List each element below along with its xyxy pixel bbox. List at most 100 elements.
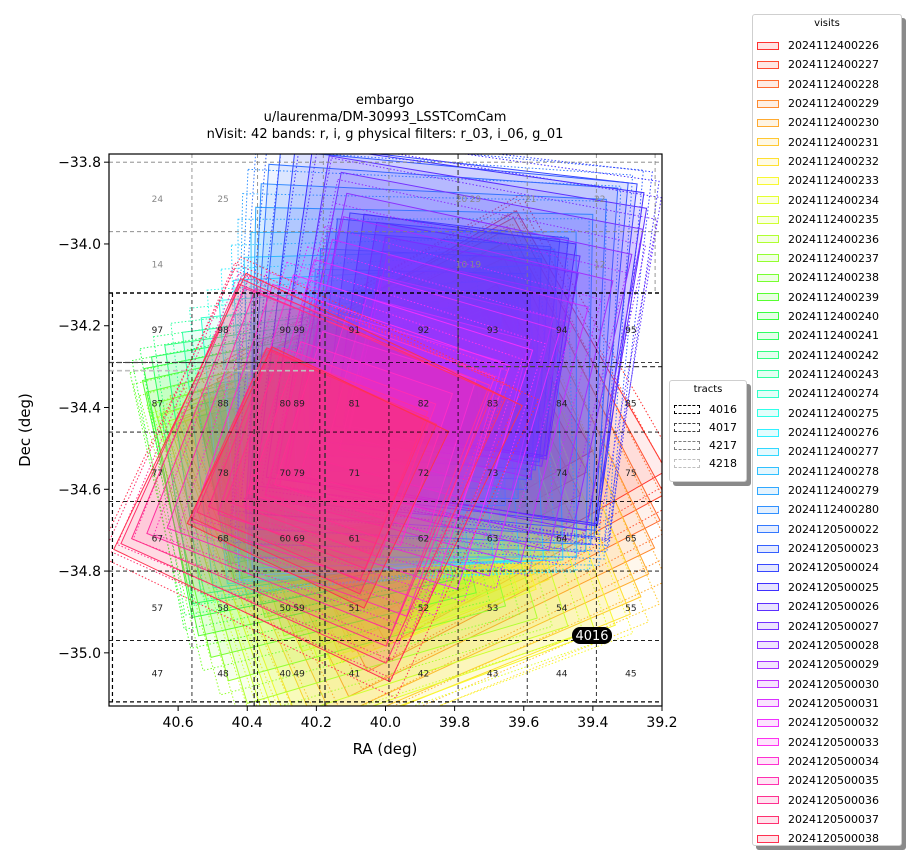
- patch-label: 83: [487, 399, 498, 409]
- patch-label: 24: [152, 195, 164, 205]
- visits-legend-item: 2024120500022: [757, 523, 879, 536]
- visits-legend-item: 2024120500024: [757, 561, 879, 574]
- legend-label: 2024120500026: [788, 600, 879, 614]
- legend-swatch: [757, 544, 779, 553]
- visit-footprint: [230, 246, 574, 590]
- legend-label: 2024120500034: [788, 754, 879, 768]
- legend-label: 2024112400279: [788, 484, 879, 498]
- visits-legend-item: 2024112400275: [757, 407, 879, 420]
- legend-swatch: [757, 834, 779, 843]
- visits-legend-item: 2024112400280: [757, 503, 879, 516]
- title-line-1: embargo: [356, 93, 414, 108]
- y-tick-label: −34.0: [58, 237, 101, 253]
- tracts-legend-item: 4217: [674, 439, 737, 452]
- legend-label: 2024112400239: [788, 290, 879, 304]
- legend-swatch: [757, 351, 779, 360]
- patch-label: 93: [487, 326, 498, 336]
- patch-label: 41: [349, 669, 360, 679]
- tracts-legend-item: 4218: [674, 457, 737, 470]
- legend-swatch: [674, 441, 700, 450]
- visits-legend-item: 2024120500033: [757, 736, 879, 749]
- patch-label: 92: [418, 326, 429, 336]
- x-tick-label: 40.6: [163, 715, 194, 731]
- visits-legend-item: 2024112400240: [757, 310, 879, 323]
- legend-label: 2024120500032: [788, 716, 879, 730]
- patch-label: 73: [487, 469, 498, 479]
- legend-label: 2024120500030: [788, 677, 879, 691]
- legend-swatch: [757, 815, 779, 824]
- legend-label: 2024112400243: [788, 367, 879, 381]
- patch-label: 78: [217, 469, 229, 479]
- legend-swatch: [757, 235, 779, 243]
- patch-label: 21: [525, 195, 536, 205]
- y-axis-label: Dec (deg): [16, 393, 34, 467]
- visits-legend-item: 2024112400229: [757, 97, 879, 110]
- legend-swatch: [757, 370, 779, 379]
- visits-legend-item: 2024112400234: [757, 194, 879, 207]
- legend-label: 2024120500027: [788, 619, 879, 633]
- y-tick-label: −34.6: [58, 482, 101, 498]
- patch-label: 82: [418, 399, 429, 409]
- y-tick-label: −35.0: [58, 646, 101, 662]
- patch-label: 97: [152, 326, 163, 336]
- legend-swatch: [757, 467, 779, 476]
- legend-swatch: [757, 196, 779, 205]
- legend-swatch: [757, 118, 779, 127]
- legend-swatch: [757, 738, 779, 747]
- legend-label: 2024120500035: [788, 774, 879, 788]
- patch-label: 99: [293, 326, 305, 336]
- patch-label: 69: [293, 534, 305, 544]
- legend-swatch: [757, 776, 779, 785]
- legend-swatch: [757, 254, 779, 263]
- patch-label: 19: [470, 260, 482, 270]
- visit-footprint: [109, 256, 540, 699]
- legend-swatch: [674, 423, 700, 432]
- legend-swatch: [757, 428, 779, 437]
- y-tick-label: −33.8: [58, 155, 101, 171]
- legend-label: 4017: [709, 421, 737, 434]
- visits-legend: visits 2024112400226 2024112400227 2024112…: [752, 14, 902, 846]
- legend-swatch: [757, 312, 779, 321]
- patch-label: 62: [418, 534, 429, 544]
- visits-legend-item: 2024120500034: [757, 755, 879, 768]
- patch-label: 94: [556, 326, 568, 336]
- visits-legend-item: 2024120500030: [757, 678, 879, 691]
- legend-swatch: [757, 273, 779, 282]
- visits-legend-item: 2024112400237: [757, 252, 879, 265]
- visits-legend-item: 2024120500038: [757, 832, 879, 845]
- visits-legend-item: 2024112400277: [757, 445, 879, 458]
- patch-label: 67: [152, 534, 163, 544]
- legend-label: 2024112400236: [788, 232, 879, 246]
- legend-label: 2024112400232: [788, 155, 879, 169]
- legend-swatch: [757, 41, 779, 50]
- legend-label: 2024112400231: [788, 135, 879, 149]
- patch-label: 25: [217, 195, 228, 205]
- legend-swatch: [757, 80, 779, 89]
- legend-label: 2024120500036: [788, 793, 879, 807]
- patch-label: 47: [152, 669, 163, 679]
- legend-swatch: [757, 622, 779, 630]
- x-axis: 40.6 40.4 40.2 40.0 39.8 39.6 39.4 39.2: [163, 706, 678, 731]
- patch-label: 70: [280, 469, 292, 479]
- patch-label: 75: [625, 469, 636, 479]
- chart-title: embargo u/laurenma/DM-30993_LSSTComCam n…: [207, 93, 564, 142]
- y-axis: −33.8 −34.0 −34.2 −34.4 −34.6 −34.8 −35.0: [58, 155, 109, 662]
- legend-swatch: [757, 680, 779, 689]
- visits-legend-item: 2024112400228: [757, 78, 879, 91]
- legend-label: 2024120500029: [788, 658, 879, 672]
- legend-label: 2024112400277: [788, 445, 879, 459]
- x-tick-label: 40.0: [370, 715, 401, 731]
- patch-label: 90: [280, 326, 292, 336]
- patch-label: 50: [280, 604, 292, 614]
- visits-legend-title: visits: [814, 18, 840, 29]
- legend-swatch: [757, 447, 779, 456]
- patch-label: 91: [349, 326, 360, 336]
- legend-swatch: [757, 389, 779, 398]
- visits-legend-item: 2024120500026: [757, 600, 879, 613]
- visit-footprint: [265, 202, 627, 565]
- visits-legend-item: 2024112400274: [757, 387, 879, 400]
- visits-legend-item: 2024112400276: [757, 426, 879, 439]
- x-tick-label: 40.4: [232, 715, 263, 731]
- patch-label: 20: [456, 195, 468, 205]
- visits-legend-item: 2024120500036: [757, 794, 879, 807]
